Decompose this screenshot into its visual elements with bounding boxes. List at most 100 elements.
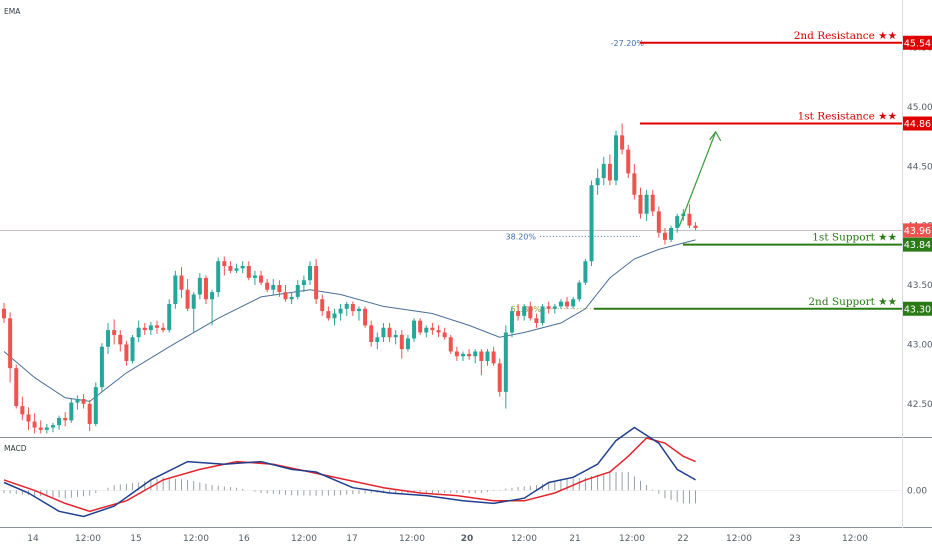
current-price-box xyxy=(903,223,932,238)
candle-body xyxy=(8,318,13,369)
candle-body xyxy=(173,275,178,304)
candle-body xyxy=(136,327,141,338)
time-tick-label: 23 xyxy=(789,534,800,544)
time-tick-label: 12:00 xyxy=(183,534,209,544)
candle-body xyxy=(240,266,245,269)
candle-body xyxy=(571,299,576,307)
candle-body xyxy=(546,306,551,309)
candle-body xyxy=(222,261,227,266)
candle-body xyxy=(356,308,361,312)
candle-body xyxy=(583,261,588,283)
time-tick-label: 12:00 xyxy=(619,534,645,544)
support-resistance-levels: 2nd Resistance ★★ 45.54 1st Resistance ★★ 4… xyxy=(594,30,932,316)
candle-body xyxy=(381,327,386,338)
candle-body xyxy=(693,225,698,228)
candle-body xyxy=(620,135,625,150)
ema-line xyxy=(3,239,696,402)
candle-body xyxy=(26,414,31,422)
candle-body xyxy=(607,163,612,181)
candle-body xyxy=(106,330,111,347)
candle-body xyxy=(503,332,508,392)
candle-body xyxy=(301,280,306,285)
level-price-value: 43.30 xyxy=(904,304,931,315)
candle-body xyxy=(479,351,484,361)
fibonacci-levels: -27.20%38.20%61.80% xyxy=(505,39,648,314)
candle-body xyxy=(363,308,368,326)
time-tick-label: 20 xyxy=(461,534,474,544)
candle-body xyxy=(118,334,123,345)
candle-body xyxy=(332,313,337,319)
candle-body xyxy=(326,311,331,319)
candle-body xyxy=(93,387,98,424)
candle-body xyxy=(405,338,410,350)
level-price-value: 43.84 xyxy=(904,240,931,251)
candle-body xyxy=(259,275,264,283)
candle-body xyxy=(75,399,80,403)
candle-body xyxy=(308,266,312,281)
candle-body xyxy=(185,289,190,309)
candle-body xyxy=(191,294,196,309)
time-axis: 14 12:00 15 12:00 16 12:00 17 12:00 20 12:00 21 12:… xyxy=(27,534,868,544)
candle-body xyxy=(454,351,459,357)
candle-body xyxy=(283,292,288,300)
candle-body xyxy=(540,306,545,323)
candle-body xyxy=(442,332,447,338)
candle-body xyxy=(161,327,166,331)
candle-body xyxy=(467,353,472,357)
candle-body xyxy=(63,418,68,421)
ema-indicator-label[interactable]: EMA xyxy=(4,7,21,16)
candle-body xyxy=(393,334,398,338)
level-label: 1st Support ★★ xyxy=(812,232,897,244)
candle-body xyxy=(44,427,49,430)
candle-body xyxy=(246,266,251,278)
candle-body xyxy=(124,344,129,361)
candle-body xyxy=(552,306,557,309)
fib-level-label: 38.20% xyxy=(505,232,536,241)
projection-arrow xyxy=(678,130,722,227)
price-tick-label: 43.00 xyxy=(907,340,932,350)
candle-body xyxy=(558,301,563,307)
candle-body xyxy=(32,421,37,428)
candle-body xyxy=(626,149,631,174)
candle-body xyxy=(522,306,527,316)
candle-body xyxy=(142,327,147,331)
candle-body xyxy=(197,277,202,295)
candle-body xyxy=(418,320,423,333)
candle-body xyxy=(632,173,637,195)
candle-body xyxy=(179,275,184,290)
time-tick-label: 12:00 xyxy=(291,534,317,544)
candle-body xyxy=(595,178,600,186)
candle-body xyxy=(344,304,349,309)
candle-body xyxy=(448,337,453,352)
macd-axis: 0.00 xyxy=(907,486,927,496)
candle-body xyxy=(656,211,661,233)
candle-body xyxy=(577,282,582,300)
candle-body xyxy=(509,311,514,333)
candle-body xyxy=(424,327,429,333)
candle-body xyxy=(50,425,55,428)
arrow-head xyxy=(709,130,722,142)
candle-body xyxy=(112,330,117,335)
candle-body xyxy=(565,301,570,307)
candle-body xyxy=(485,351,490,361)
candle-body xyxy=(430,327,435,331)
candle-body xyxy=(473,351,478,357)
candle-body xyxy=(81,399,86,404)
candle-body xyxy=(295,285,300,297)
candle-body xyxy=(589,185,594,262)
candle-body xyxy=(528,306,533,319)
macd-indicator-label[interactable]: MACD xyxy=(4,444,27,453)
level-price-box xyxy=(903,116,932,131)
candle-body xyxy=(491,351,496,364)
time-tick-label: 22 xyxy=(677,534,688,544)
macd-line xyxy=(3,426,696,518)
time-tick-label: 12:00 xyxy=(842,534,868,544)
candle-body xyxy=(252,275,257,278)
time-tick-label: 14 xyxy=(27,534,39,544)
time-tick-label: 12:00 xyxy=(399,534,425,544)
level-label: 1st Resistance ★★ xyxy=(798,111,898,123)
candle-body xyxy=(338,308,343,314)
candle-body xyxy=(687,213,692,226)
